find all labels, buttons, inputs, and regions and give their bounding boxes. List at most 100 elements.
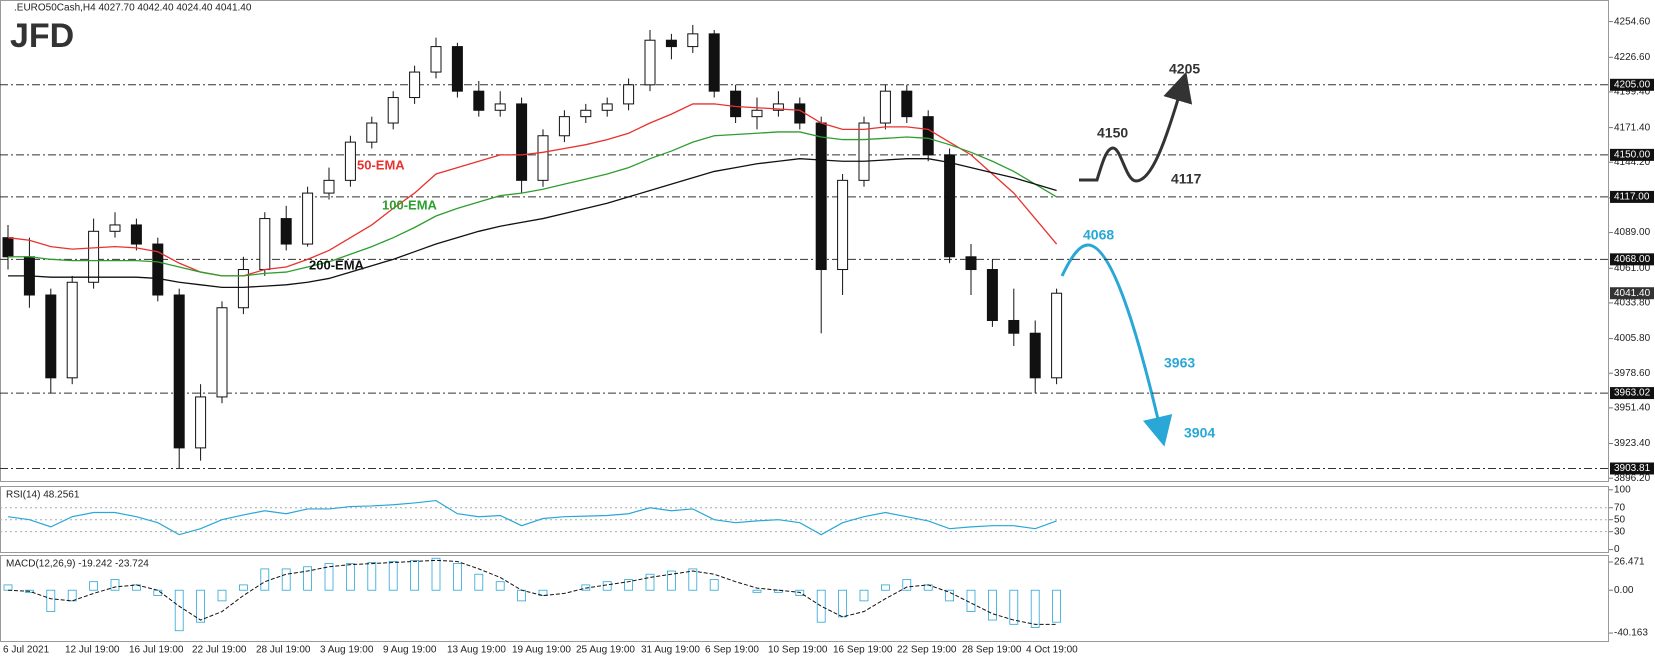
candle-body	[344, 141, 356, 181]
candle-body	[173, 294, 185, 449]
rsi-title: RSI(14) 48.2561	[6, 490, 80, 501]
level-label-box	[1610, 253, 1654, 266]
y-tick-label: 4033.80	[1614, 298, 1651, 309]
x-tick-label: 16 Sep 19:00	[833, 645, 893, 656]
y-tick-label: 30	[1614, 526, 1626, 537]
y-tick-label: 4199.40	[1614, 87, 1651, 98]
x-tick-label: 10 Sep 19:00	[768, 645, 828, 656]
macd-bar	[110, 579, 120, 591]
x-tick-label: 16 Jul 19:00	[129, 645, 184, 656]
main-panel	[0, 0, 1609, 482]
x-tick-label: 28 Sep 19:00	[962, 645, 1022, 656]
candle-body	[879, 90, 891, 124]
scenario-down-path	[1060, 243, 1173, 447]
macd-bar	[774, 589, 783, 593]
candle-body	[986, 269, 998, 321]
candle-body	[644, 39, 656, 86]
candle-body	[730, 90, 742, 118]
level-label-box	[1610, 78, 1654, 91]
level-label: 4068.00	[1614, 254, 1651, 265]
level-label-box	[1610, 148, 1654, 161]
macd-bar	[1052, 589, 1061, 623]
candle-body	[922, 116, 934, 156]
annotation: 4117	[1171, 171, 1202, 187]
y-tick-label: 0.00	[1614, 585, 1634, 596]
y-tick-label: 4144.20	[1614, 157, 1651, 168]
y-tick-label: 4061.00	[1614, 263, 1651, 274]
y-tick-label: 3896.20	[1614, 473, 1651, 484]
annotation: 4205	[1169, 61, 1200, 77]
macd-bar	[859, 589, 869, 602]
macd-bar	[709, 579, 719, 591]
macd-bar	[196, 589, 206, 623]
candle-body	[366, 122, 378, 143]
level-label-box	[1610, 190, 1654, 203]
macd-bar	[966, 589, 976, 612]
x-tick-label: 25 Aug 19:00	[576, 645, 635, 656]
x-tick-label: 6 Sep 19:00	[705, 645, 759, 656]
candle-body	[109, 224, 121, 232]
macd-bar	[474, 573, 484, 591]
macd-bar	[538, 589, 548, 596]
macd-bar	[495, 581, 505, 591]
level-label-box	[1610, 387, 1654, 400]
candle-body	[130, 224, 142, 245]
macd-bar	[367, 562, 377, 591]
annotation: 3904	[1184, 425, 1215, 441]
macd-bar	[452, 563, 462, 591]
candle-body	[494, 103, 506, 111]
candle-body	[965, 256, 977, 271]
annotation: 4068	[1083, 227, 1114, 243]
macd-bar	[260, 568, 270, 591]
x-tick-label: 13 Aug 19:00	[447, 645, 506, 656]
macd-bar	[838, 589, 847, 618]
macd-bar	[752, 589, 762, 593]
candle-body	[815, 122, 827, 271]
ema-label: 100-EMA	[382, 197, 438, 212]
candle-body	[772, 103, 784, 111]
y-tick-label: 3978.60	[1614, 368, 1651, 379]
candle-body	[944, 154, 956, 258]
macd-bar	[688, 568, 698, 591]
y-tick-label: 70	[1614, 502, 1626, 513]
macd-bar	[795, 589, 805, 596]
candle-body	[623, 84, 635, 105]
candle-body	[88, 230, 100, 283]
macd-bar	[816, 589, 826, 623]
y-tick-label: 0	[1614, 544, 1620, 555]
macd-bar	[89, 581, 98, 591]
y-tick-label: 3951.40	[1614, 403, 1651, 414]
macd-title: MACD(12,26,9) -19.242 -23.724	[6, 559, 149, 570]
candle-body	[259, 218, 271, 271]
x-tick-label: 22 Sep 19:00	[897, 645, 957, 656]
macd-bar	[667, 570, 676, 591]
ema-line	[8, 158, 1057, 289]
macd-bar	[881, 584, 890, 591]
logo: JFD	[10, 17, 74, 55]
macd-bar	[238, 584, 248, 591]
x-tick-label: 9 Aug 19:00	[383, 645, 437, 656]
macd-bar	[1009, 589, 1019, 625]
candle-body	[2, 237, 14, 258]
candle-body	[1029, 332, 1041, 379]
candle-body	[601, 103, 613, 111]
chart-title: .EURO50Cash,H4 4027.70 4042.40 4024.40 4…	[14, 3, 252, 14]
level-label: 4150.00	[1614, 150, 1651, 161]
ema-label: 50-EMA	[357, 157, 405, 172]
candle-body	[1008, 319, 1020, 334]
y-tick-label: 3923.40	[1614, 438, 1651, 449]
last-price-box	[1610, 287, 1654, 300]
macd-bar	[581, 584, 591, 591]
x-tick-label: 12 Jul 19:00	[65, 645, 120, 656]
x-tick-label: 3 Aug 19:00	[320, 645, 374, 656]
candle-body	[687, 33, 699, 48]
ema-line	[7, 103, 1058, 277]
candle-body	[237, 269, 249, 309]
candle-body	[451, 46, 463, 92]
candle-body	[580, 109, 592, 118]
candle-body	[1051, 292, 1063, 379]
macd-bar	[174, 589, 184, 632]
candle-body	[473, 90, 485, 111]
y-tick-label: 4254.60	[1614, 16, 1651, 27]
